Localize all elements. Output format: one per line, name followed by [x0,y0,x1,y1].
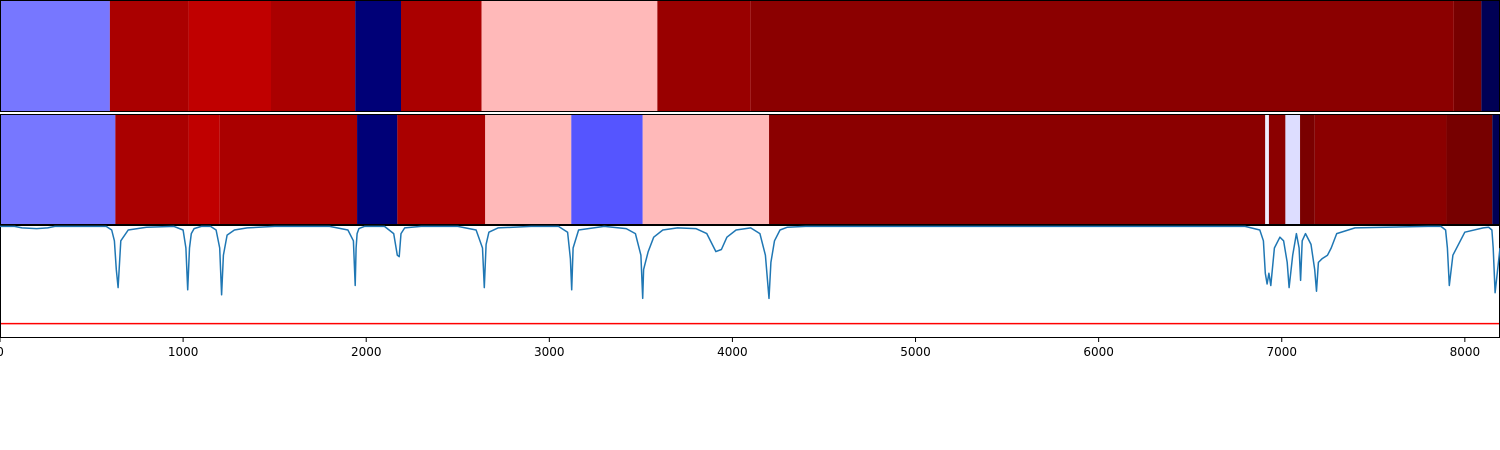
x-tick-label-1000: 1000 [168,345,199,359]
heatmap-track-2 [0,114,1500,225]
heatmap-cell-1-6 [401,0,482,112]
line-plot-panel [0,226,1500,338]
x-tick-label-8000: 8000 [1450,345,1481,359]
heatmap-cell-2-10 [769,114,1265,225]
heatmap-cell-2-6 [397,114,485,225]
heatmap-track-1 [0,0,1500,112]
heatmap-cell-2-8 [571,114,642,225]
heatmap-cell-2-14 [1300,114,1315,225]
heatmap-cell-1-4 [271,0,355,112]
x-tick-label-6000: 6000 [1083,345,1114,359]
x-tick-label-5000: 5000 [900,345,931,359]
heatmap-cell-2-11 [1265,114,1269,225]
heatmap-cell-2-16 [1447,114,1493,225]
x-tick-label-7000: 7000 [1266,345,1297,359]
x-tick-label-4000: 4000 [717,345,748,359]
x-axis: 0 1000 2000 3000 4000 5000 6000 7000 8000 [0,338,1480,359]
heatmap-cell-2-2 [115,114,188,225]
heatmap-cell-2-17 [1492,114,1500,225]
heatmap-cell-2-12 [1269,114,1285,225]
heatmap-cell-2-13 [1285,114,1300,225]
heatmap-cell-1-3 [189,0,271,112]
heatmap-cell-2-7 [485,114,571,225]
heatmap-cell-1-7 [482,0,658,112]
heatmap-cell-2-5 [357,114,397,225]
x-tick-label-2000: 2000 [351,345,382,359]
heatmap-cell-2-9 [643,114,769,225]
series-line [0,226,1500,298]
heatmap-cell-1-10 [1454,0,1481,112]
x-tick-label-3000: 3000 [534,345,565,359]
x-tick-label-0: 0 [0,345,4,359]
heatmap-cell-2-3 [189,114,220,225]
heatmap-cell-1-1 [0,0,110,112]
heatmap-cell-1-2 [110,0,189,112]
heatmap-cell-1-8 [657,0,750,112]
heatmap-cell-2-15 [1315,114,1447,225]
heatmap-cell-1-5 [355,0,401,112]
heatmap-cell-1-9 [751,0,1454,112]
heatmap-cell-1-11 [1481,0,1500,112]
heatmap-cell-2-4 [220,114,357,225]
heatmap-cell-2-1 [0,114,115,225]
